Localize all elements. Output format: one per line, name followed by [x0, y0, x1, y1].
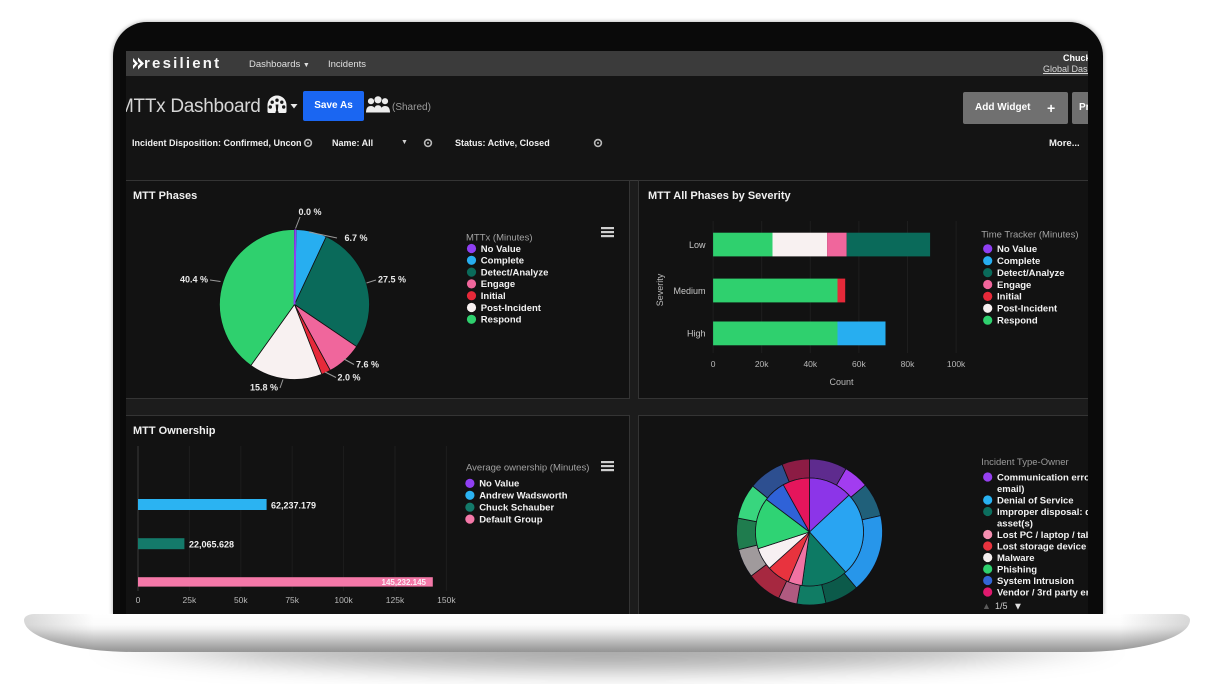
svg-text:62,237.179: 62,237.179	[271, 501, 316, 511]
svg-text:Lost PC / laptop / tabl: Lost PC / laptop / tabl	[997, 530, 1089, 541]
svg-text:Respond: Respond	[997, 316, 1038, 327]
svg-text:Chuck Schauber: Chuck Schauber	[479, 503, 554, 514]
svg-text:High: High	[686, 329, 705, 339]
svg-text:Medium: Medium	[673, 286, 705, 296]
svg-text:0: 0	[710, 359, 715, 369]
svg-text:MTT Ownership: MTT Ownership	[133, 425, 216, 437]
svg-text:▼: ▼	[1013, 602, 1023, 613]
svg-text:Communication error (: Communication error (	[997, 472, 1089, 483]
svg-text:125k: 125k	[386, 595, 405, 605]
svg-text:Post-Incident: Post-Incident	[481, 303, 542, 314]
svg-text:Count: Count	[829, 377, 854, 387]
svg-text:Complete: Complete	[997, 256, 1040, 267]
svg-text:40.4 %: 40.4 %	[180, 275, 208, 285]
svg-text:27.5 %: 27.5 %	[378, 275, 406, 285]
svg-text:asset(s): asset(s)	[997, 518, 1033, 529]
svg-text:Initial: Initial	[997, 292, 1022, 303]
svg-text:Vendor / 3rd party erro: Vendor / 3rd party erro	[997, 587, 1089, 598]
svg-text:100k: 100k	[946, 359, 965, 369]
svg-text:150k: 150k	[437, 595, 456, 605]
svg-text:145,232.145: 145,232.145	[382, 578, 427, 587]
svg-text:Time Tracker (Minutes): Time Tracker (Minutes)	[981, 230, 1078, 241]
svg-text:0.0 %: 0.0 %	[298, 207, 321, 217]
svg-text:Engage: Engage	[997, 280, 1031, 291]
svg-text:Denial of Service: Denial of Service	[997, 495, 1074, 506]
svg-text:Lost storage device / m: Lost storage device / m	[997, 541, 1089, 552]
svg-text:1/5: 1/5	[995, 601, 1008, 611]
svg-text:50k: 50k	[234, 595, 248, 605]
svg-text:Detect/Analyze: Detect/Analyze	[481, 267, 549, 278]
svg-text:40k: 40k	[803, 359, 817, 369]
svg-text:MTTx (Minutes): MTTx (Minutes)	[466, 233, 533, 244]
svg-text:Severity: Severity	[655, 273, 665, 306]
svg-text:15.8 %: 15.8 %	[250, 383, 278, 393]
svg-text:20k: 20k	[754, 359, 768, 369]
svg-text:No Value: No Value	[479, 479, 519, 490]
svg-text:100k: 100k	[334, 595, 353, 605]
svg-text:Andrew Wadsworth: Andrew Wadsworth	[479, 491, 568, 502]
svg-text:Malware: Malware	[997, 553, 1035, 564]
svg-text:MTT All Phases by Severity: MTT All Phases by Severity	[648, 190, 792, 202]
svg-text:Post-Incident: Post-Incident	[997, 304, 1058, 315]
svg-text:email): email)	[997, 484, 1024, 495]
svg-text:Improper disposal: digi: Improper disposal: digi	[997, 507, 1089, 518]
svg-text:Incident Type-Owner: Incident Type-Owner	[981, 457, 1068, 468]
svg-text:Respond: Respond	[481, 315, 522, 326]
svg-text:80k: 80k	[900, 359, 914, 369]
svg-text:2.0 %: 2.0 %	[338, 373, 361, 383]
svg-text:No Value: No Value	[997, 244, 1037, 255]
svg-text:22,065.628: 22,065.628	[189, 540, 234, 550]
svg-text:Initial: Initial	[481, 291, 506, 302]
svg-text:7.6 %: 7.6 %	[356, 360, 379, 370]
svg-text:Engage: Engage	[481, 279, 515, 290]
svg-text:Phishing: Phishing	[997, 564, 1037, 575]
svg-text:Detect/Analyze: Detect/Analyze	[997, 268, 1065, 279]
svg-text:Complete: Complete	[481, 256, 524, 267]
svg-text:25k: 25k	[183, 595, 197, 605]
svg-text:No Value: No Value	[481, 244, 521, 255]
svg-text:75k: 75k	[285, 595, 299, 605]
svg-text:0: 0	[136, 595, 141, 605]
svg-text:6.7 %: 6.7 %	[344, 233, 367, 243]
svg-text:Average ownership (Minutes): Average ownership (Minutes)	[466, 463, 589, 474]
svg-text:Default Group: Default Group	[479, 514, 543, 525]
svg-text:▲: ▲	[982, 601, 991, 611]
svg-text:MTT Phases: MTT Phases	[133, 190, 197, 202]
svg-text:Low: Low	[688, 240, 705, 250]
svg-text:System Intrusion: System Intrusion	[997, 576, 1074, 587]
svg-text:60k: 60k	[852, 359, 866, 369]
